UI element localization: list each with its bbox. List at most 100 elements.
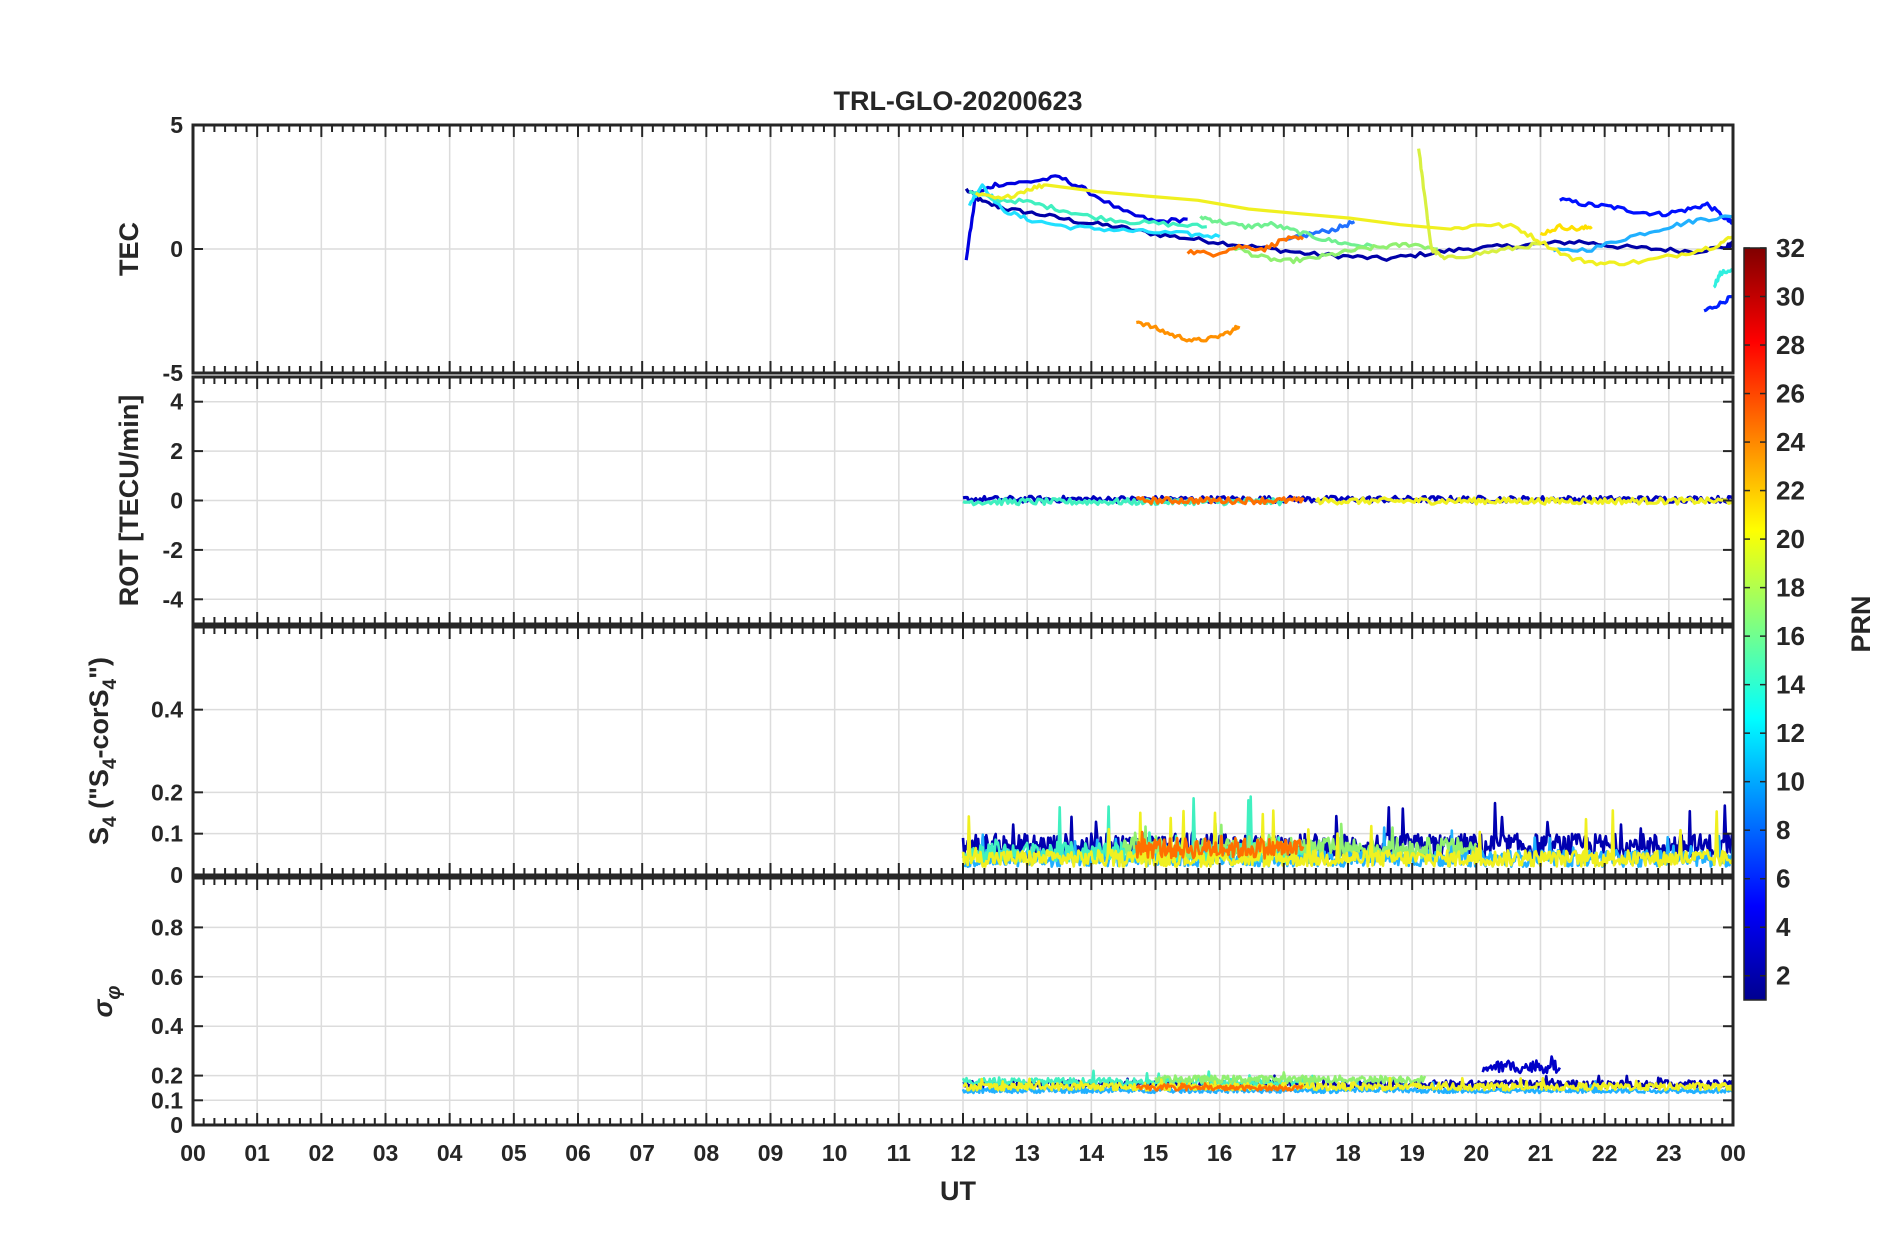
series-line-prn-4: [964, 174, 1188, 261]
x-tick-label: 00: [180, 1140, 206, 1166]
series-band-prn-17: [1154, 1071, 1427, 1085]
series-line-prn-20: [1314, 496, 1733, 506]
x-tick-label: 09: [758, 1140, 784, 1166]
colorbar-gradient: [1743, 247, 1767, 1001]
colorbar-tick-label: 6: [1776, 864, 1790, 894]
series-line-prn-17: [1231, 241, 1438, 265]
series-line-prn-24: [1135, 496, 1305, 506]
y-tick-label: 0: [170, 488, 183, 514]
x-tick-label: 17: [1271, 1140, 1297, 1166]
y-tick-label: 0.2: [151, 779, 183, 805]
series-line-prn-24: [1186, 235, 1305, 258]
y-tick-label: 0.4: [151, 697, 183, 723]
y-axis-label-sigma: σ: [88, 999, 118, 1018]
x-tick-label: 13: [1014, 1140, 1040, 1166]
colorbar-tick-label: 26: [1776, 379, 1805, 409]
colorbar-tick-label: 4: [1776, 912, 1791, 942]
y-tick-label: 2: [170, 438, 183, 464]
colorbar-tick-label: 2: [1776, 961, 1790, 991]
series-line-prn-21: [1539, 223, 1593, 236]
colorbar-tick-label: 30: [1776, 282, 1805, 312]
panel-series-tec: [964, 148, 1733, 343]
axes-layer: [191, 123, 1735, 1127]
y-tick-label: 0.2: [151, 1063, 183, 1089]
y-tick-label: -2: [163, 537, 183, 563]
series-line-prn-23: [1136, 320, 1241, 343]
y-tick-label: -5: [163, 360, 184, 386]
y-tick-label: 0.8: [151, 914, 183, 940]
y-axis-label-s4: S4 ("S4-corS4"): [84, 657, 121, 845]
grid-layer: [193, 125, 1733, 1125]
series-line-prn-5: [1559, 197, 1733, 225]
x-tick-label: 04: [437, 1140, 463, 1166]
series-band-prn-20: [962, 1076, 1733, 1092]
data-layer: [961, 148, 1733, 1095]
colorbar-tick-label: 12: [1776, 718, 1805, 748]
x-tick-label: 23: [1656, 1140, 1682, 1166]
x-tick-label: 08: [694, 1140, 720, 1166]
x-tick-label: 16: [1207, 1140, 1233, 1166]
colorbar-tick-label: 18: [1776, 573, 1805, 603]
colorbar-tick-label: 10: [1776, 767, 1805, 797]
chart-title: TRL-GLO-20200623: [833, 86, 1082, 116]
x-tick-label: 06: [565, 1140, 591, 1166]
colorbar-tick-label: 22: [1776, 476, 1805, 506]
panel-series-rot: [962, 494, 1733, 507]
x-tick-label: 00: [1720, 1140, 1746, 1166]
y-tick-label: 5: [170, 112, 183, 138]
colorbar-tick-label: 14: [1776, 670, 1805, 700]
y-axis-label-rot: ROT [TECU/min]: [114, 395, 144, 606]
series-band-prn-24: [1136, 1082, 1304, 1092]
y-axis-label-part: -corS: [84, 689, 114, 758]
colorbar-tick-label: 32: [1776, 233, 1805, 263]
x-tick-label: 05: [501, 1140, 527, 1166]
x-axis-label: UT: [940, 1176, 976, 1206]
y-tick-label: 0.1: [151, 1087, 183, 1113]
y-axis-label-part: "): [84, 657, 114, 679]
x-tick-label: 21: [1528, 1140, 1554, 1166]
x-tick-label: 15: [1143, 1140, 1169, 1166]
x-tick-label: 22: [1592, 1140, 1618, 1166]
x-tick-label: 02: [309, 1140, 335, 1166]
y-tick-label: 0: [170, 862, 183, 888]
y-axis-label-part: ("S: [84, 769, 114, 816]
series-line-prn-19: [1417, 148, 1541, 261]
y-axis-label-sub: φ: [103, 986, 125, 1000]
series-line-prn-13: [1712, 267, 1733, 289]
panel-series-sigma: [961, 1055, 1733, 1095]
y-axis-label-part: 4: [100, 758, 121, 769]
y-tick-label: 0: [170, 1112, 183, 1138]
x-tick-label: 18: [1335, 1140, 1361, 1166]
x-tick-label: 07: [629, 1140, 655, 1166]
y-axis-label-sigma: σφ: [88, 986, 125, 1018]
x-tick-label: 10: [822, 1140, 848, 1166]
x-tick-label: 19: [1399, 1140, 1425, 1166]
y-axis-label-part: 4: [100, 678, 121, 689]
series-line-prn-10: [1552, 214, 1733, 253]
x-tick-label: 11: [887, 1140, 912, 1166]
series-band-prn-24: [1135, 830, 1305, 860]
y-axis-label-part: 4: [100, 816, 121, 827]
colorbar-tick-label: 20: [1776, 524, 1805, 554]
series-line-prn-20: [974, 183, 1733, 267]
series-line-prn-2: [964, 187, 1733, 262]
x-tick-label: 01: [244, 1140, 270, 1166]
y-tick-label: 0.1: [151, 821, 183, 847]
colorbar-tick-label: 24: [1776, 427, 1805, 457]
colorbar-tick-label: 28: [1776, 330, 1805, 360]
y-tick-label: 0: [170, 236, 183, 262]
series-line-prn-16: [1199, 215, 1375, 249]
y-axis-label-tec: TEC: [114, 222, 144, 276]
y-tick-label: 0.6: [151, 964, 183, 990]
x-tick-label: 03: [373, 1140, 399, 1166]
colorbar-tick-label: 8: [1776, 815, 1790, 845]
y-tick-label: 0.4: [151, 1013, 183, 1039]
colorbar-tick-label: 16: [1776, 621, 1805, 651]
x-tick-label: 12: [950, 1140, 976, 1166]
colorbar-label: PRN: [1846, 595, 1876, 652]
series-line-prn-5: [1703, 294, 1733, 313]
y-tick-label: 4: [170, 389, 183, 415]
